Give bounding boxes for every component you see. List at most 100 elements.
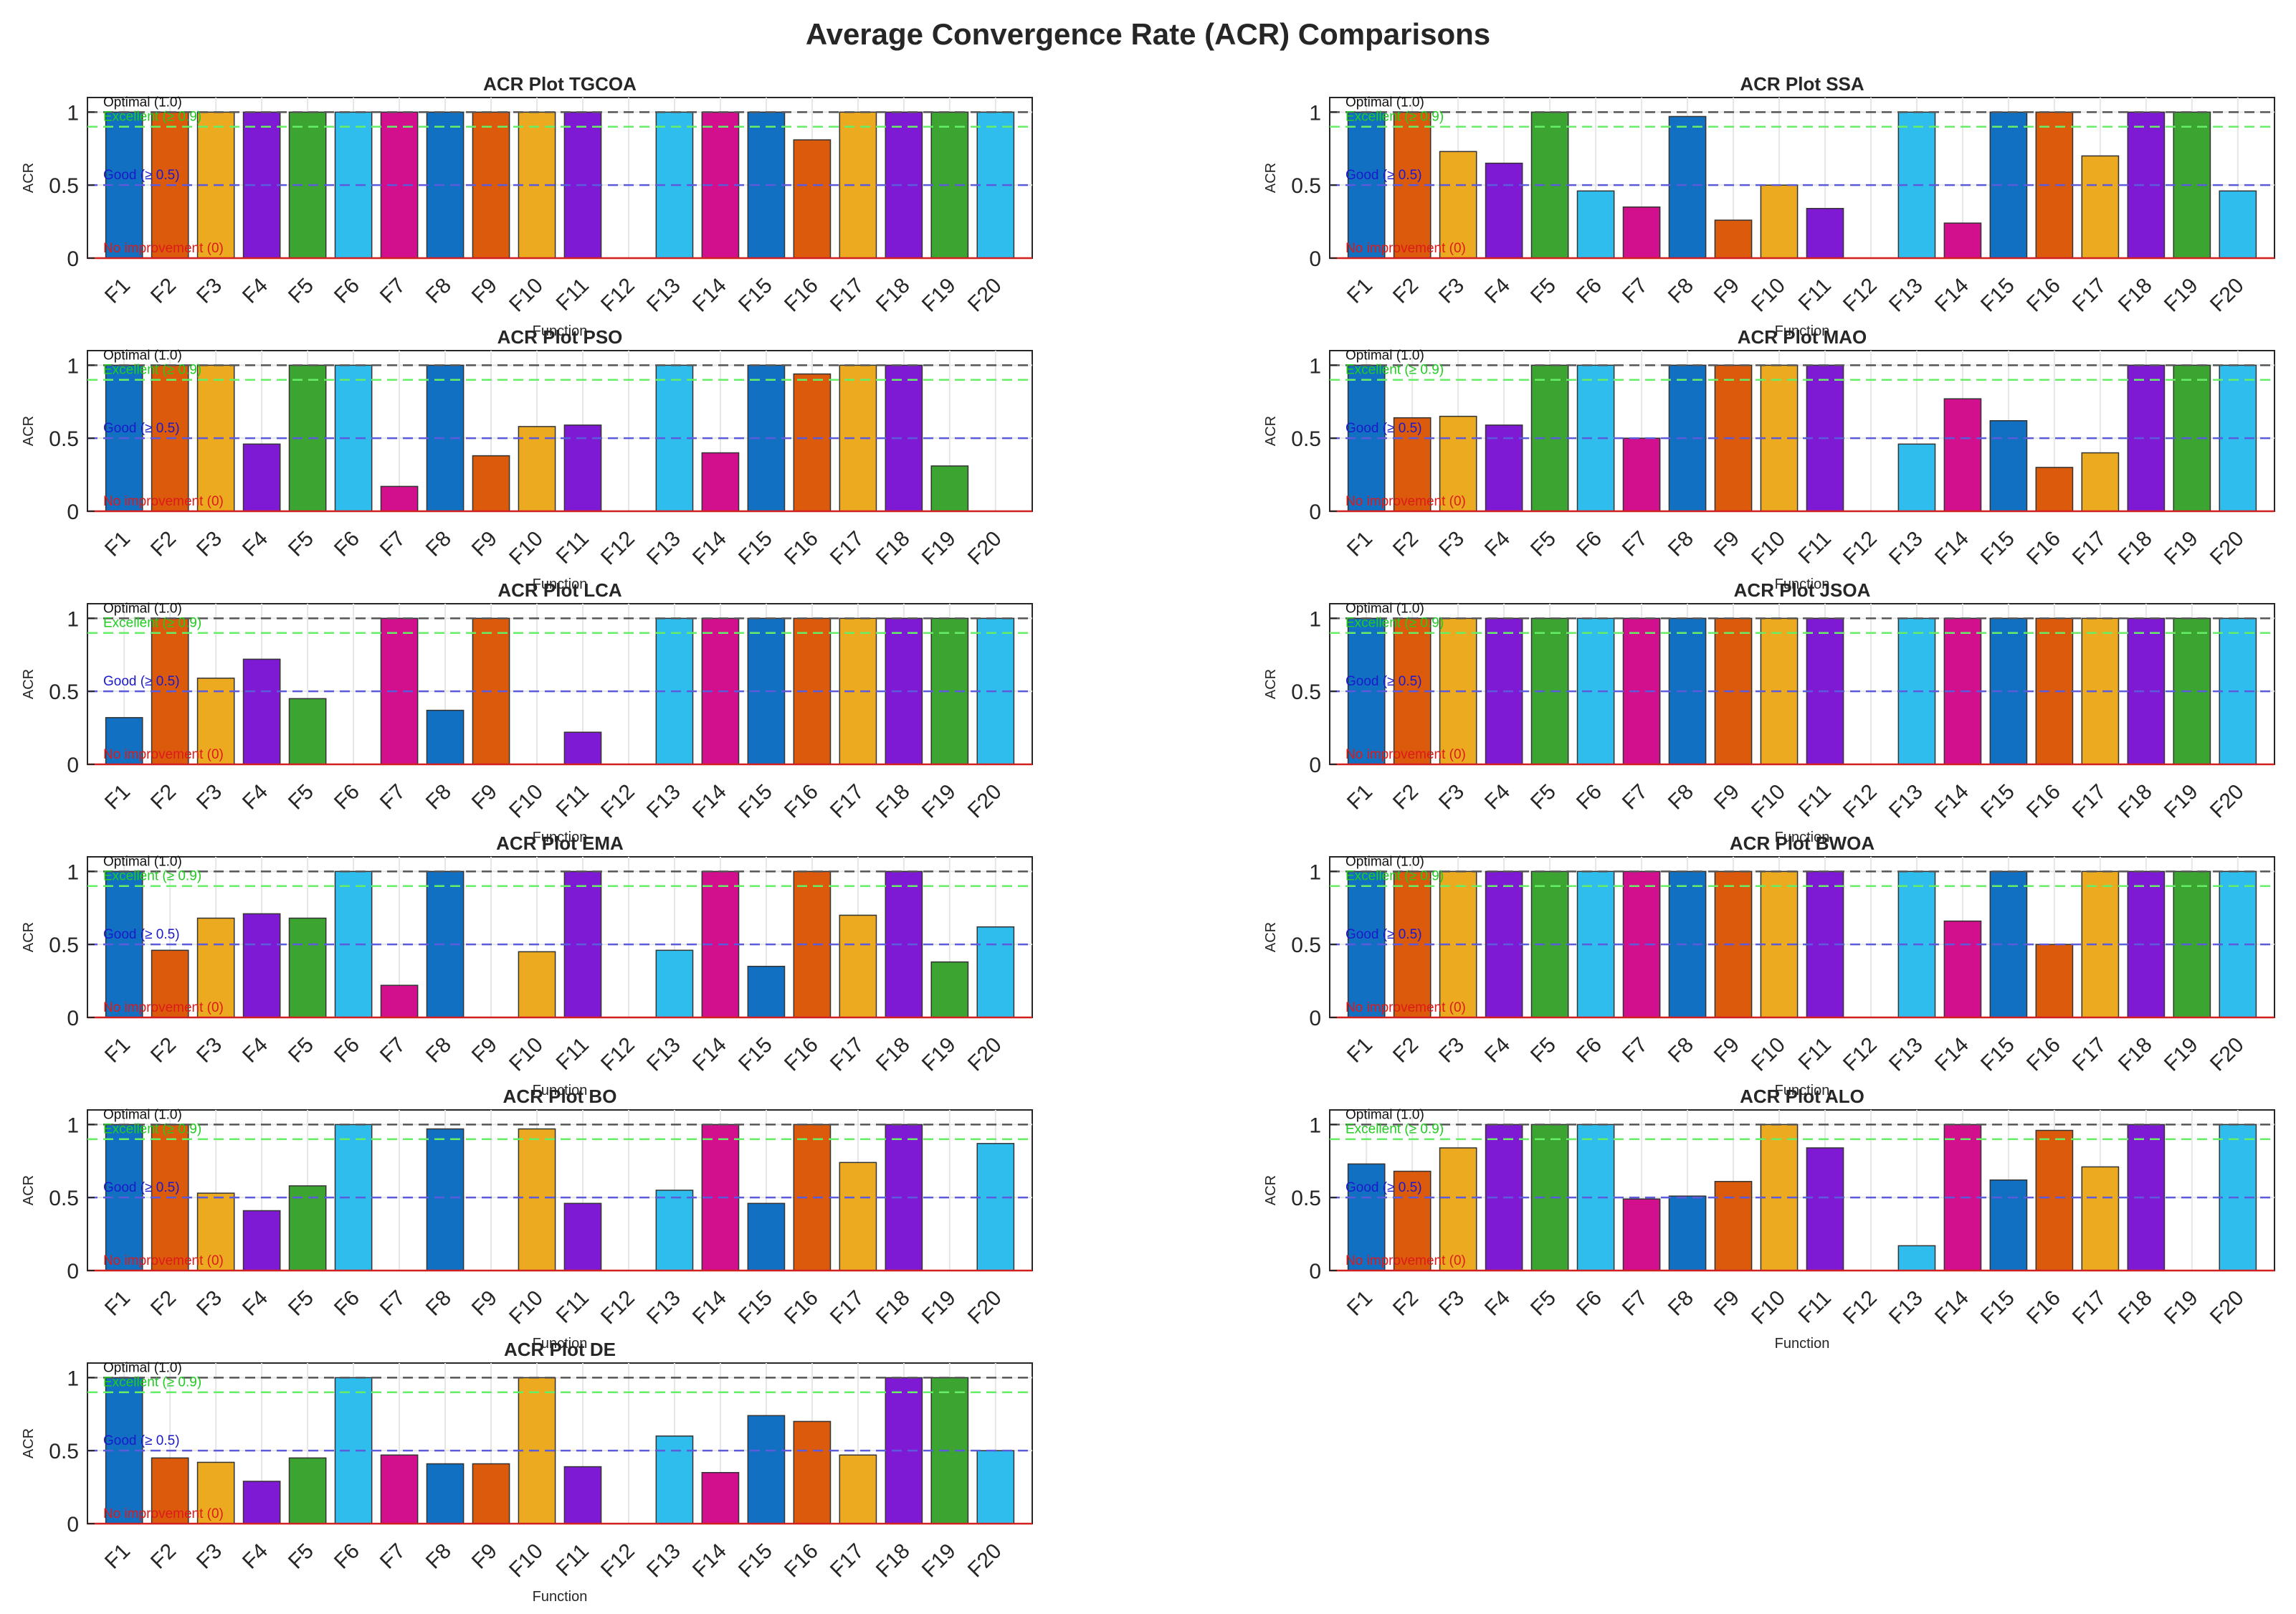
x-tick-label: F8: [421, 1539, 456, 1574]
bar-F9: [1714, 219, 1753, 259]
x-tick-label: F16: [2022, 1286, 2065, 1329]
bar-F6: [1576, 190, 1615, 259]
x-tick-label: F11: [1794, 527, 1836, 569]
y-tick-label: 1: [67, 1367, 79, 1390]
bar-F13: [1897, 443, 1936, 512]
bar-F17: [839, 914, 877, 1018]
x-tick-label: F1: [1343, 780, 1377, 815]
y-tick-label: 1: [1309, 860, 1321, 884]
y-axis-label: ACR: [21, 922, 37, 952]
x-tick-label: F9: [467, 1033, 502, 1068]
x-tick-label: F10: [1747, 1286, 1790, 1329]
bar-F7: [380, 984, 419, 1018]
x-tick-label: F16: [2022, 1033, 2065, 1076]
x-tick-label: F8: [421, 274, 456, 308]
x-tick-label: F7: [1618, 1033, 1652, 1068]
x-tick-label: F7: [376, 1286, 410, 1321]
x-tick-label: F1: [100, 527, 135, 561]
x-tick-label: F18: [2114, 1286, 2157, 1329]
bar-F19: [930, 465, 969, 512]
x-tick-label: F13: [642, 527, 685, 570]
x-tick-label: F19: [918, 1539, 961, 1582]
subplot-8: Optimal (1.0)Excellent (≥ 0.9) Good (≥ 0.…: [21, 1086, 1033, 1352]
bar-F3: [196, 678, 235, 765]
x-tick-label: F13: [642, 1286, 685, 1329]
x-tick-label: F14: [1930, 527, 1973, 570]
y-tick-label: 0.5: [49, 1440, 79, 1463]
y-tick-label: 1: [67, 607, 79, 631]
reference-label: No improvement (0): [1345, 1000, 1466, 1015]
x-tick-label: F13: [642, 1033, 685, 1076]
x-tick-label: F12: [1839, 274, 1882, 317]
subplot-6: Optimal (1.0)Excellent (≥ 0.9) Good (≥ 0.…: [21, 832, 1033, 1098]
y-tick-label: 0.5: [1291, 680, 1321, 704]
x-tick-label: F12: [1839, 1286, 1882, 1329]
reference-label: Optimal (1.0): [103, 1360, 182, 1375]
x-axis-label: Function: [533, 1336, 588, 1352]
x-tick-label: F4: [1480, 1286, 1515, 1321]
bar-F16: [2035, 1129, 2074, 1271]
x-tick-label: F4: [238, 274, 272, 308]
x-tick-label: F16: [2022, 274, 2065, 317]
x-tick-label: F3: [192, 1033, 227, 1068]
x-tick-label: F11: [552, 1033, 594, 1075]
reference-label: Excellent (≥ 0.9): [103, 110, 201, 125]
x-tick-label: F6: [330, 1286, 364, 1321]
x-tick-label: F14: [688, 274, 731, 317]
y-tick-label: 0: [67, 1007, 79, 1030]
x-tick-label: F13: [1885, 780, 1928, 823]
reference-label: Optimal (1.0): [1345, 854, 1424, 869]
x-tick-label: F1: [1343, 274, 1377, 308]
reference-label: Excellent (≥ 0.9): [1345, 363, 1444, 378]
bar-F11: [1806, 1147, 1844, 1271]
x-tick-label: F6: [330, 527, 364, 561]
x-tick-label: F12: [596, 1539, 639, 1582]
x-tick-label: F5: [284, 527, 318, 561]
x-axis-label: Function: [533, 576, 588, 592]
x-tick-label: F10: [1747, 1033, 1790, 1076]
bar-F20: [976, 926, 1015, 1018]
x-tick-label: F5: [284, 1286, 318, 1321]
bar-F8: [1668, 115, 1707, 259]
x-tick-label: F12: [1839, 527, 1882, 570]
x-tick-label: F18: [2114, 527, 2157, 570]
x-tick-label: F14: [688, 1539, 731, 1582]
x-tick-label: F4: [238, 780, 272, 815]
x-tick-label: F7: [1618, 780, 1652, 815]
x-tick-label: F3: [1434, 274, 1469, 308]
x-tick-label: F20: [963, 1033, 1006, 1076]
x-tick-label: F19: [2160, 1033, 2203, 1076]
bar-F3: [196, 917, 235, 1018]
x-tick-label: F6: [330, 780, 364, 815]
bar-F15: [747, 1202, 786, 1271]
bar-F7: [1622, 1198, 1661, 1271]
x-tick-label: F11: [1794, 780, 1836, 822]
x-tick-label: F9: [1710, 1033, 1744, 1068]
y-axis-label: ACR: [1263, 922, 1279, 952]
x-tick-label: F3: [192, 527, 227, 561]
x-tick-label: F2: [1388, 1033, 1423, 1068]
x-tick-label: F4: [1480, 780, 1515, 815]
bar-F2: [1393, 1170, 1432, 1271]
subplot-title: ACR Plot ALO: [1740, 1086, 1864, 1107]
x-tick-label: F3: [1434, 1033, 1469, 1068]
x-tick-label: F18: [872, 1539, 915, 1582]
bar-F4: [1485, 162, 1523, 259]
x-tick-label: F7: [376, 1033, 410, 1068]
x-tick-label: F17: [826, 1539, 869, 1582]
x-tick-label: F20: [2206, 1033, 2249, 1076]
x-axis-label: Function: [533, 830, 588, 845]
reference-label: No improvement (0): [1345, 494, 1466, 509]
x-tick-label: F1: [1343, 1033, 1377, 1068]
x-tick-label: F10: [1747, 274, 1790, 317]
x-tick-label: F13: [1885, 527, 1928, 570]
x-tick-label: F16: [780, 780, 823, 823]
x-tick-label: F10: [505, 274, 548, 317]
x-tick-label: F7: [1618, 274, 1652, 308]
reference-label: Optimal (1.0): [103, 1107, 182, 1122]
x-tick-label: F5: [1526, 1286, 1561, 1321]
reference-label: No improvement (0): [103, 241, 224, 256]
bar-F15: [1989, 1179, 2028, 1271]
x-tick-label: F11: [552, 780, 594, 822]
bar-F3: [1439, 415, 1477, 512]
